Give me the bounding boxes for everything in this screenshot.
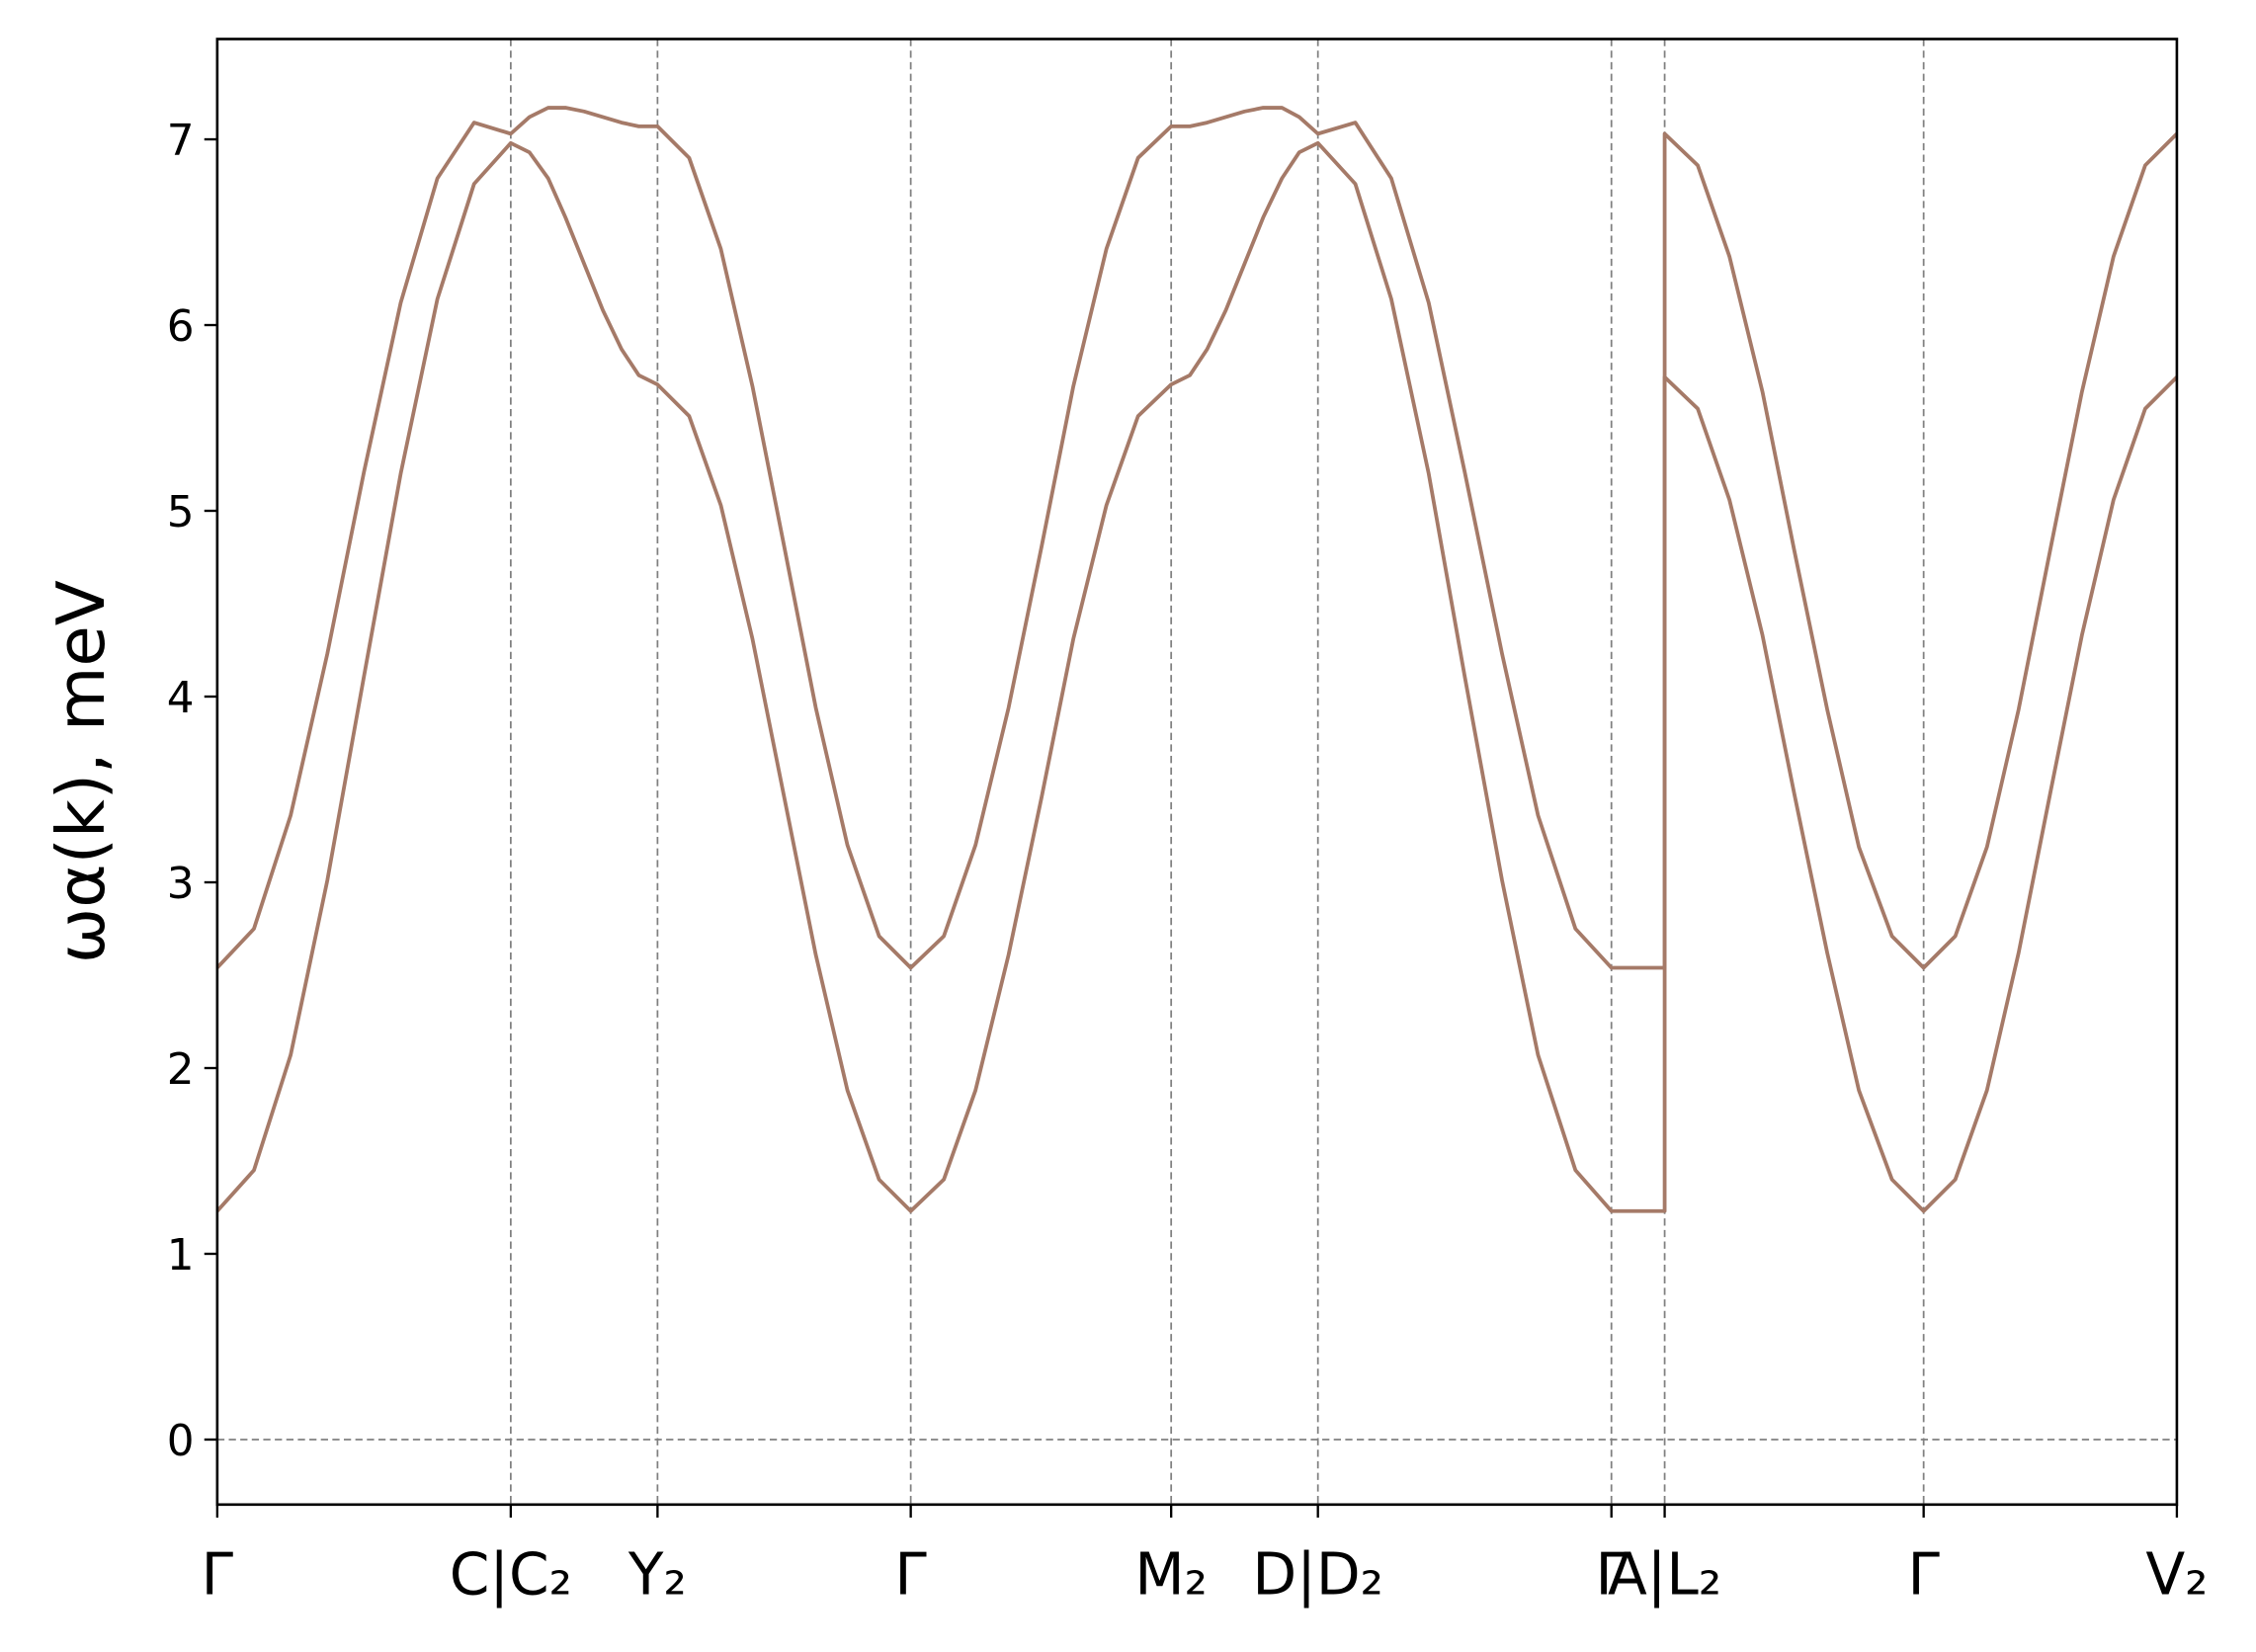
y-tick-label: 6 [167, 301, 195, 352]
x-tick-label: Γ [1907, 1540, 1940, 1608]
x-tick-label: A|L₂ [1608, 1540, 1721, 1608]
y-tick-label: 2 [167, 1044, 195, 1095]
y-tick-label: 4 [167, 673, 195, 723]
x-tick-label: Γ [1595, 1540, 1628, 1608]
x-tick-label: Y₂ [627, 1540, 687, 1608]
x-tick-label: D|D₂ [1252, 1540, 1383, 1608]
y-tick-label: 7 [167, 116, 195, 166]
y-tick-label: 0 [167, 1416, 195, 1466]
x-tick-label: Γ [894, 1540, 927, 1608]
x-tick-label: M₂ [1134, 1540, 1208, 1608]
y-tick-label: 1 [167, 1230, 195, 1280]
x-tick-label: V₂ [2145, 1540, 2208, 1608]
y-tick-label: 5 [167, 487, 195, 537]
x-tick-label: C|C₂ [450, 1540, 572, 1608]
plot-frame [215, 38, 2179, 1507]
x-tick-label: Γ [202, 1540, 234, 1608]
y-axis-label: ωα(k), meV [42, 580, 120, 963]
y-tick-label: 3 [167, 859, 195, 909]
band-line [215, 140, 2179, 1213]
band-line [215, 106, 2179, 970]
